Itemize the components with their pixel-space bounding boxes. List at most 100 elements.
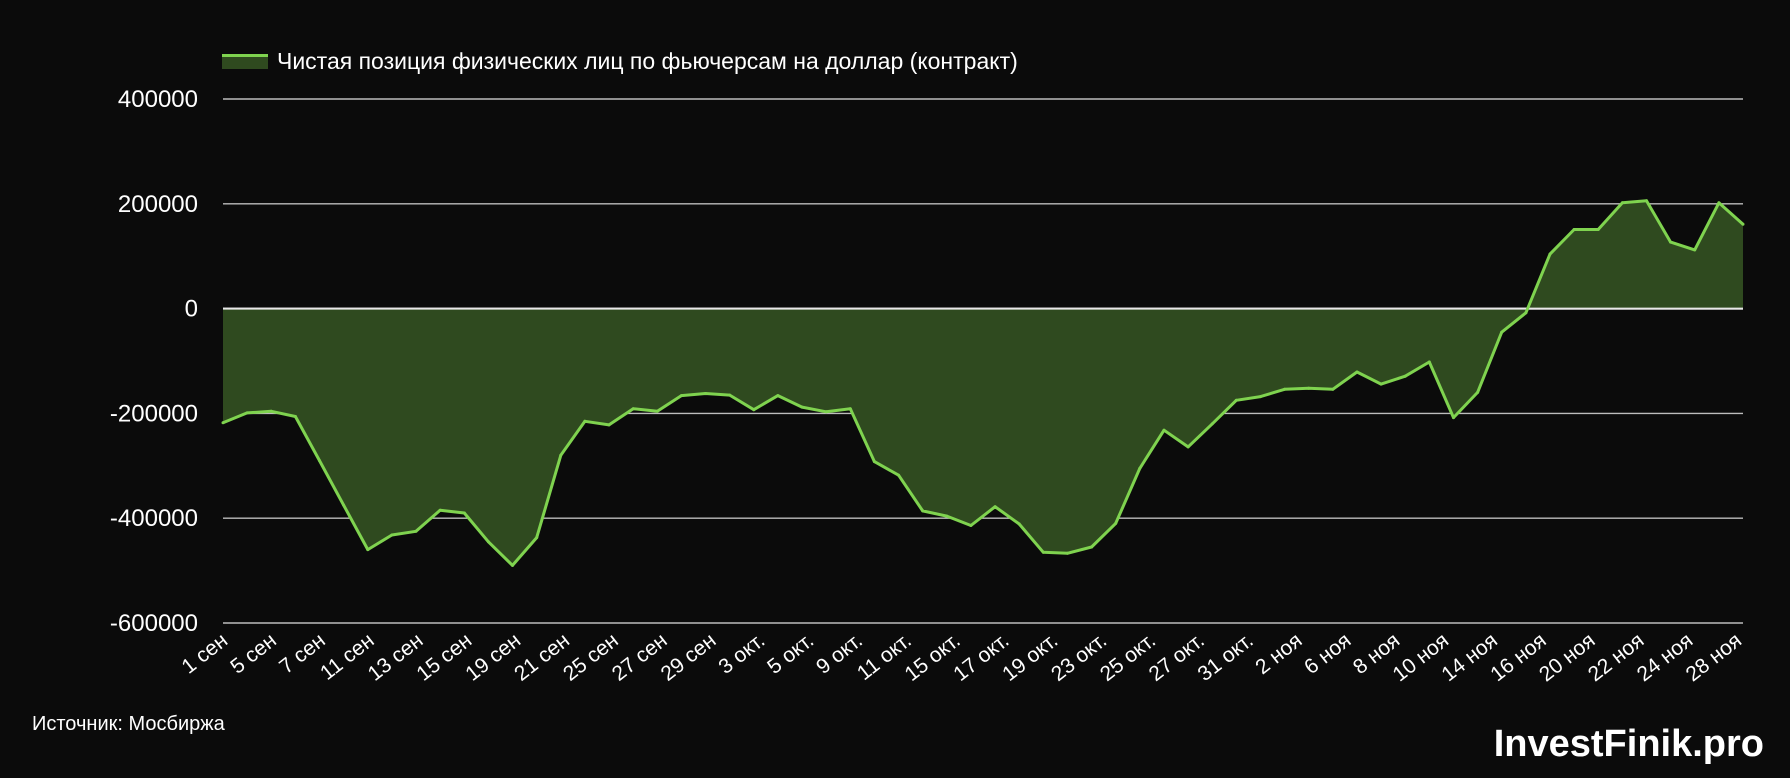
data-point	[1065, 551, 1069, 555]
data-point	[1210, 422, 1214, 426]
data-point	[1186, 445, 1190, 449]
x-tick-label: 21 сен	[510, 629, 574, 686]
x-tick-label: 15 окт.	[901, 629, 965, 686]
legend-label: Чистая позиция физических лиц по фьючерс…	[277, 48, 1018, 74]
data-point	[897, 473, 901, 477]
data-point	[535, 536, 539, 540]
x-tick-label: 19 сен	[461, 629, 525, 686]
data-point	[1645, 199, 1648, 203]
data-point	[1162, 428, 1166, 432]
x-tick-label: 27 окт.	[1145, 629, 1209, 686]
data-point	[1620, 201, 1624, 205]
data-point	[438, 508, 442, 512]
data-point	[1669, 240, 1673, 244]
data-point	[679, 394, 683, 398]
data-point	[1307, 386, 1311, 390]
data-point	[1283, 387, 1287, 391]
legend: Чистая позиция физических лиц по фьючерс…	[222, 48, 1018, 75]
data-point	[752, 408, 756, 412]
data-point	[1234, 398, 1238, 402]
x-tick-label: 17 окт.	[949, 629, 1013, 686]
brand-logo: InvestFinik.pro	[1493, 723, 1764, 765]
data-point	[221, 421, 225, 425]
data-point	[511, 563, 514, 567]
data-point	[776, 394, 780, 398]
y-axis: 400000 200000 0 -200000 -400000 -600000	[110, 86, 198, 637]
data-point	[1403, 374, 1407, 378]
data-point	[269, 409, 273, 413]
data-point	[1427, 360, 1431, 364]
data-point	[1741, 222, 1745, 226]
data-point	[1114, 521, 1118, 525]
data-point	[1452, 416, 1455, 420]
x-tick-label: 28 ноя	[1682, 629, 1746, 686]
data-point	[848, 407, 852, 411]
x-tick-label: 25 окт.	[1096, 629, 1160, 686]
x-tick-label: 14 ноя	[1437, 629, 1501, 686]
data-point	[1717, 201, 1721, 205]
data-point	[583, 419, 587, 423]
x-tick-label: 27 сен	[608, 629, 672, 686]
x-tick-label: 25 сен	[559, 629, 623, 686]
y-tick-label: 200000	[118, 191, 198, 218]
x-tick-label: 23 окт.	[1047, 629, 1111, 686]
x-tick-label: 31 окт.	[1194, 629, 1258, 686]
data-point	[1500, 330, 1504, 334]
data-point	[1331, 387, 1335, 391]
data-point	[800, 405, 804, 409]
data-point	[414, 529, 418, 533]
data-point	[872, 460, 876, 464]
data-point	[1017, 522, 1021, 526]
data-point	[318, 459, 321, 463]
data-point	[342, 503, 346, 507]
x-tick-label: 22 ноя	[1584, 629, 1648, 686]
data-point	[969, 524, 973, 527]
data-point	[1138, 466, 1142, 470]
y-tick-label: 0	[185, 296, 198, 323]
data-point	[631, 407, 635, 411]
data-point	[945, 514, 949, 518]
data-point	[1379, 382, 1383, 386]
series-fill	[223, 200, 1743, 566]
x-tick-label: 11 сен	[316, 629, 379, 685]
data-point	[1259, 395, 1262, 399]
x-tick-label: 5 окт.	[763, 629, 818, 679]
y-tick-label: -200000	[110, 400, 198, 427]
data-point	[1572, 228, 1576, 231]
data-point	[462, 511, 466, 515]
data-point	[559, 453, 563, 457]
x-tick-label: 20 ноя	[1535, 629, 1599, 686]
series-line	[222, 199, 1744, 567]
data-point	[1041, 550, 1045, 554]
data-point	[993, 505, 997, 509]
data-point	[293, 415, 297, 418]
x-tick-label: 19 окт.	[998, 629, 1062, 686]
data-point	[607, 423, 611, 427]
x-tick-label: 5 сен	[226, 629, 281, 679]
x-tick-label: 13 сен	[364, 629, 428, 686]
data-point	[1524, 311, 1528, 315]
data-point	[824, 410, 828, 414]
x-tick-label: 10 ноя	[1389, 629, 1453, 686]
series-area	[221, 199, 1745, 567]
x-tick-label: 3 окт.	[714, 629, 769, 679]
data-point	[366, 548, 370, 552]
data-point	[1090, 545, 1094, 549]
data-point	[655, 409, 659, 413]
x-tick-label: 24 ноя	[1633, 629, 1697, 686]
y-tick-label: -600000	[110, 610, 198, 637]
y-tick-label: -400000	[110, 505, 198, 532]
data-point	[704, 392, 707, 395]
x-tick-label: 15 сен	[412, 629, 476, 686]
data-point	[1476, 390, 1480, 394]
x-tick-label: 16 ноя	[1486, 629, 1550, 686]
data-point	[921, 509, 925, 513]
data-point	[245, 411, 249, 415]
data-point	[728, 393, 732, 397]
data-point	[486, 540, 490, 544]
x-tick-label: 6 ноя	[1300, 629, 1355, 679]
data-point	[1693, 248, 1697, 252]
x-tick-label: 29 сен	[657, 629, 721, 686]
data-point	[1548, 252, 1552, 256]
